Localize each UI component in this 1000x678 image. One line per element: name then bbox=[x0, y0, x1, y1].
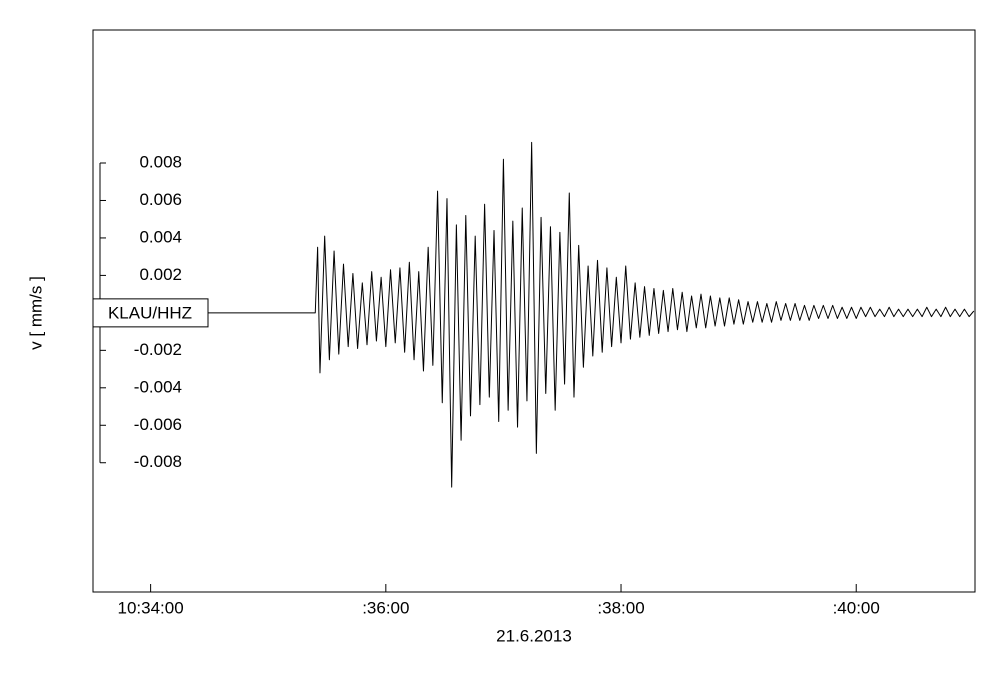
station-label: KLAU/HHZ bbox=[108, 303, 192, 322]
y-tick-label: 0.004 bbox=[139, 227, 182, 246]
y-tick-label: -0.004 bbox=[134, 377, 182, 396]
y-tick-label: 0.006 bbox=[139, 190, 182, 209]
y-tick-label: -0.008 bbox=[134, 452, 182, 471]
y-tick-label: -0.002 bbox=[134, 340, 182, 359]
y-tick-label: 0.002 bbox=[139, 265, 182, 284]
x-tick-label: :40:00 bbox=[833, 598, 880, 617]
x-axis-label: 21.6.2013 bbox=[496, 626, 572, 645]
y-tick-label: 0.008 bbox=[139, 152, 182, 171]
x-tick-label: 10:34:00 bbox=[118, 598, 184, 617]
y-tick-label: -0.006 bbox=[134, 415, 182, 434]
y-axis-label: v [ mm/s ] bbox=[26, 276, 45, 350]
station-box bbox=[92, 298, 209, 328]
x-tick-label: :36:00 bbox=[362, 598, 409, 617]
x-tick-label: :38:00 bbox=[597, 598, 644, 617]
waveform bbox=[93, 141, 975, 488]
